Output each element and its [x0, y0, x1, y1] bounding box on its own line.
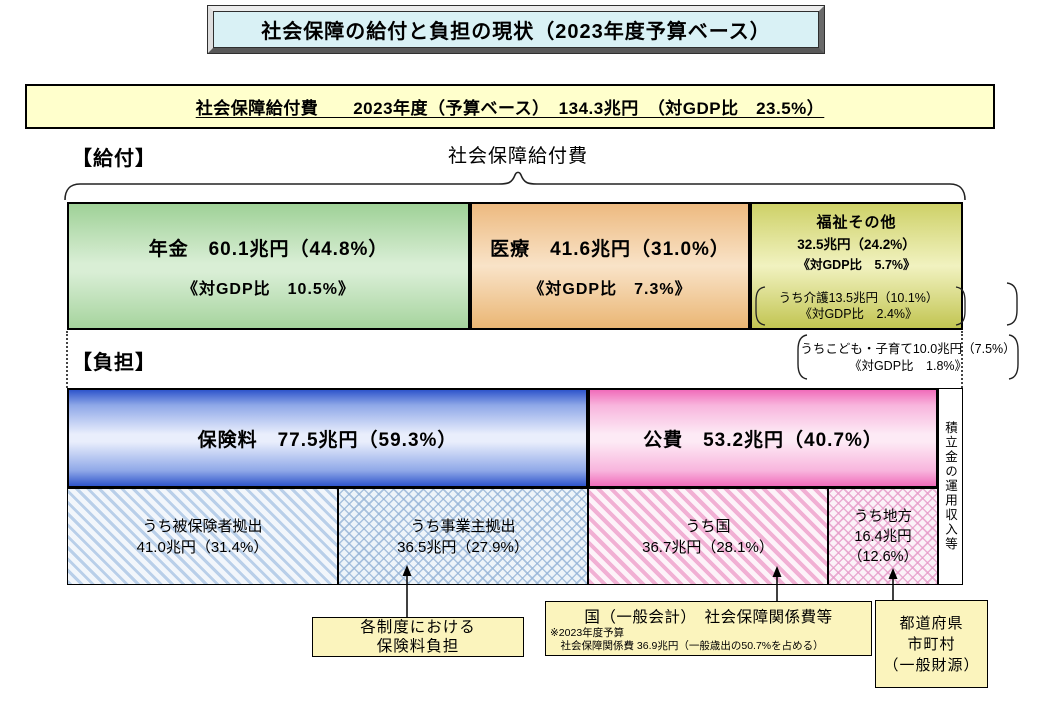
kaigo-left-bracket-icon	[753, 285, 767, 327]
local-value: 16.4兆円	[854, 528, 912, 545]
kaigo-outer-right-bracket-icon	[1004, 281, 1020, 327]
pension-value: 年金 60.1兆円（44.8%）	[148, 238, 389, 260]
medical-box: 医療 41.6兆円（31.0%） 《対GDP比 7.3%》	[470, 202, 750, 330]
local-share-box: うち地方 16.4兆円 （12.6%）	[828, 488, 938, 585]
benefits-section-label: 【給付】	[72, 148, 156, 170]
local-callout: 都道府県 市町村 （一般財源）	[875, 600, 988, 688]
kodomo-left-bracket-icon	[795, 333, 809, 381]
national-callout-note1: ※2023年度予算	[550, 627, 625, 639]
total-banner-text: 社会保障給付費 2023年度（予算ベース） 134.3兆円 （対GDP比 23.…	[195, 99, 825, 118]
page-title: 社会保障の給付と負担の現状（2023年度予算ベース）	[261, 21, 771, 43]
insured-label: うち被保険者拠出	[142, 517, 263, 535]
premium-callout-line2: 保険料負担	[376, 638, 460, 655]
public-value: 公費 53.2兆円（40.7%）	[643, 429, 883, 451]
national-share-box: うち国 36.7兆円（28.1%）	[588, 488, 828, 585]
brace-label: 社会保障給付費	[447, 146, 588, 167]
dotted-connector-left	[66, 331, 68, 388]
premium-callout-line1: 各制度における	[360, 619, 476, 636]
national-value: 36.7兆円（28.1%）	[642, 538, 774, 556]
pension-gdp: 《対GDP比 10.5%》	[181, 280, 356, 298]
arrow-to-employer-icon	[400, 565, 414, 618]
employer-label: うち事業主拠出	[410, 517, 516, 535]
brace-shape	[62, 168, 968, 202]
national-callout: 国（一般会計） 社会保障関係費等 ※2023年度予算 社会保障関係費 36.9兆…	[545, 601, 872, 656]
total-banner: 社会保障給付費 2023年度（予算ベース） 134.3兆円 （対GDP比 23.…	[25, 84, 995, 129]
kodomo-right-bracket-icon	[1007, 333, 1021, 381]
arrow-to-local-icon	[886, 568, 900, 601]
local-callout-line2: 市町村	[907, 635, 956, 653]
welfare-gdp: 《対GDP比 5.7%》	[797, 258, 916, 272]
local-callout-line1: 都道府県	[899, 614, 964, 632]
kaigo-note: うち介護13.5兆円（10.1%） 《対GDP比 2.4%》	[752, 284, 968, 328]
local-label: うち地方	[854, 508, 912, 525]
welfare-box: 福祉その他 32.5兆円（24.2%） 《対GDP比 5.7%》 うち介護13.…	[750, 202, 968, 330]
pension-box: 年金 60.1兆円（44.8%） 《対GDP比 10.5%》	[67, 202, 470, 330]
public-bar: 公費 53.2兆円（40.7%）	[588, 388, 938, 488]
welfare-title: 福祉その他	[816, 214, 897, 231]
reserve-income-label: 積立金の運用収入等	[943, 421, 957, 552]
reserve-income-strip: 積立金の運用収入等	[938, 388, 963, 585]
kaigo-inner-right-bracket-icon	[954, 285, 968, 327]
medical-gdp: 《対GDP比 7.3%》	[528, 280, 692, 298]
welfare-value: 32.5兆円（24.2%）	[797, 237, 916, 252]
kaigo-gdp: 《対GDP比 2.4%》	[799, 307, 918, 321]
arrow-to-national-icon	[770, 566, 784, 603]
dotted-connector-right	[961, 331, 963, 388]
title-box: 社会保障の給付と負担の現状（2023年度予算ベース）	[208, 6, 824, 53]
premium-bar: 保険料 77.5兆円（59.3%）	[67, 388, 588, 488]
employer-contribution-box: うち事業主拠出 36.5兆円（27.9%）	[338, 488, 588, 585]
burden-section-label: 【負担】	[72, 352, 156, 374]
insured-contribution-box: うち被保険者拠出 41.0兆円（31.4%）	[67, 488, 338, 585]
local-pct: （12.6%）	[847, 548, 919, 565]
kodomo-gdp: 《対GDP比 1.8%》	[848, 358, 968, 373]
premium-value: 保険料 77.5兆円（59.3%）	[197, 429, 458, 451]
premium-callout: 各制度における 保険料負担	[312, 617, 524, 657]
national-callout-title: 国（一般会計） 社会保障関係費等	[584, 609, 833, 626]
employer-value: 36.5兆円（27.9%）	[397, 538, 529, 556]
national-callout-note2: 社会保障関係費 36.9兆円（一般歳出の50.7%を占める）	[550, 640, 824, 652]
national-label: うち国	[685, 517, 731, 535]
kodomo-note: うちこども・子育て10.0兆円（7.5%） 《対GDP比 1.8%》	[795, 333, 1021, 381]
insured-value: 41.0兆円（31.4%）	[136, 538, 269, 556]
kodomo-value: うちこども・子育て10.0兆円（7.5%）	[800, 341, 1016, 356]
kaigo-value: うち介護13.5兆円（10.1%）	[778, 291, 939, 305]
medical-value: 医療 41.6兆円（31.0%）	[490, 238, 730, 260]
local-callout-line3: （一般財源）	[883, 656, 980, 674]
